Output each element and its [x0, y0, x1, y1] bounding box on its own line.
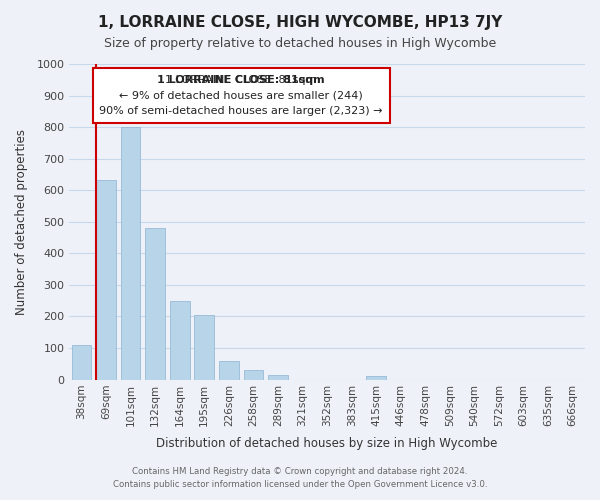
Bar: [219, 360, 239, 380]
Bar: [194, 315, 214, 380]
Bar: [367, 376, 386, 380]
X-axis label: Distribution of detached houses by size in High Wycombe: Distribution of detached houses by size …: [157, 437, 498, 450]
Bar: [71, 345, 91, 380]
Bar: [170, 300, 190, 380]
Text: 1 LORRAINE CLOSE: 81sqm
← 9% of detached houses are smaller (244)
90% of semi-de: 1 LORRAINE CLOSE: 81sqm ← 9% of detached…: [100, 75, 383, 116]
Bar: [268, 375, 288, 380]
Text: 1, LORRAINE CLOSE, HIGH WYCOMBE, HP13 7JY: 1, LORRAINE CLOSE, HIGH WYCOMBE, HP13 7J…: [98, 15, 502, 30]
Bar: [244, 370, 263, 380]
Bar: [96, 180, 116, 380]
Text: Size of property relative to detached houses in High Wycombe: Size of property relative to detached ho…: [104, 38, 496, 51]
Text: 1 LORRAINE CLOSE: 81sqm: 1 LORRAINE CLOSE: 81sqm: [157, 75, 325, 85]
Text: Contains HM Land Registry data © Crown copyright and database right 2024.
Contai: Contains HM Land Registry data © Crown c…: [113, 468, 487, 489]
Bar: [145, 228, 165, 380]
Bar: [121, 127, 140, 380]
Y-axis label: Number of detached properties: Number of detached properties: [15, 129, 28, 315]
